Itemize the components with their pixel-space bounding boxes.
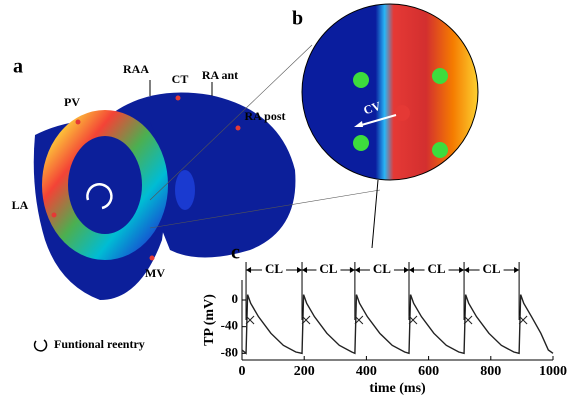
x-tick-label: 400: [356, 364, 377, 379]
cl-label: CL: [373, 261, 391, 276]
x-tick-label: 600: [418, 364, 439, 379]
cl-label-bg: [424, 262, 449, 278]
marker: [408, 315, 418, 325]
y-tick-label: -40: [221, 318, 238, 333]
marker: [354, 315, 364, 325]
cl-label-bg: [316, 262, 341, 278]
marker: [463, 315, 473, 325]
y-tick-label: -80: [221, 344, 238, 359]
heart-label: RA ant: [202, 68, 238, 82]
marker: [518, 315, 528, 325]
heart-label: PV: [64, 95, 80, 109]
cl-label: CL: [319, 261, 337, 276]
cl-label: CL: [483, 261, 501, 276]
marker: [245, 315, 255, 325]
y-tick-label: 0: [232, 291, 239, 306]
x-tick-label: 200: [294, 364, 315, 379]
heart-label: RAA: [123, 62, 149, 76]
cl-label: CL: [427, 261, 445, 276]
marker: [301, 315, 311, 325]
panel-label: c: [231, 242, 240, 264]
x-tick-label: 0: [239, 364, 246, 379]
x-tick-label: 1000: [539, 364, 567, 379]
x-axis-label: time (ms): [369, 381, 426, 396]
heart-label: MV: [145, 266, 165, 280]
heart-label: CT: [172, 72, 189, 86]
trace: [241, 294, 554, 355]
zoom-label: CV: [362, 99, 383, 118]
heart-model: [33, 44, 381, 300]
cl-label: CL: [265, 261, 283, 276]
zoom-view: [301, 3, 479, 181]
y-axis-label: TP (mV): [202, 294, 217, 346]
heart-label: RA post: [244, 109, 285, 123]
x-tick-label: 800: [480, 364, 501, 379]
legend-text: Funtional reentry: [54, 337, 145, 351]
heart-label: LA: [12, 198, 29, 212]
cl-label-bg: [479, 262, 504, 278]
cl-label-bg: [369, 262, 394, 278]
cl-label-bg: [262, 262, 287, 278]
legend-icon: [33, 339, 48, 352]
panel-label: b: [292, 8, 303, 30]
panel-label: a: [13, 56, 23, 78]
